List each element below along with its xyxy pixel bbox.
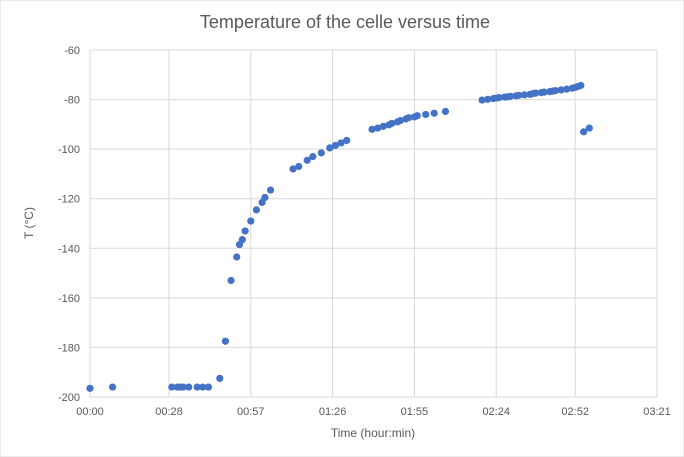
data-point [585,124,593,132]
data-point [241,227,249,235]
data-point [374,124,382,132]
data-point [388,119,396,127]
data-point [204,383,213,391]
x-tick-label: 01:26 [319,406,347,418]
data-point [484,95,492,103]
data-point [227,276,235,285]
data-point [540,88,548,96]
data-point [295,162,303,171]
x-tick-label: 03:21 [643,406,671,418]
data-point [368,125,376,133]
data-point [108,383,117,391]
data-point [326,144,334,152]
data-point [413,112,421,120]
data-point [343,136,351,145]
y-tick-label: -160 [58,293,80,305]
data-point [337,139,345,147]
data-point [405,114,413,122]
data-point [238,236,246,244]
tick-labels: -60 -80 -100 -120 -140 -160 -180 -200 00:00 00:28… [58,45,671,418]
x-tick-label: 00:00 [76,406,104,418]
x-tick-label: 00:28 [155,406,183,418]
data-point [331,141,340,150]
data-point [266,186,275,194]
data-point [577,81,585,90]
data-point [515,91,523,99]
x-tick-label: 01:55 [401,406,429,418]
data-point [179,383,187,391]
y-tick-label: -140 [58,243,80,255]
data-point [261,193,269,202]
data-point [193,383,201,391]
y-axis-label: T (°C) [22,207,36,239]
data-point [86,384,94,392]
data-point [430,109,438,117]
data-point [506,92,514,100]
data-point [289,165,297,173]
x-tick-label: 00:57 [237,406,265,418]
data-point [478,96,486,104]
data-point [247,217,255,225]
data-point [317,149,325,157]
x-tick-label: 02:24 [482,406,510,418]
y-tick-label: -120 [58,194,80,206]
y-tick-label: -200 [58,392,80,404]
data-point [557,86,565,94]
data-point [441,107,450,116]
data-point [168,383,176,391]
data-point [221,337,230,345]
y-tick-label: -100 [58,144,80,156]
data-point [532,89,540,97]
data-point [252,206,261,214]
gridlines [89,49,658,398]
data-point [563,85,571,93]
data-point [422,110,430,119]
data-point [551,87,560,95]
data-point [580,128,588,136]
data-point [379,122,387,130]
data-point [303,156,311,164]
data-point [199,383,207,391]
y-tick-label: -180 [58,342,80,354]
chart-title: Temperature of the celle versus time [200,12,490,32]
x-axis-label: Time (hour:min) [331,426,415,440]
data-point [520,91,529,99]
x-tick-label: 02:52 [561,406,589,418]
data-point [233,253,241,261]
data-point [216,374,224,383]
data-point [396,117,404,125]
data-point [495,93,503,102]
y-tick-label: -60 [64,45,80,57]
data-points [86,81,593,392]
data-point [185,383,193,391]
y-tick-label: -80 [64,95,80,107]
data-point [309,152,317,161]
